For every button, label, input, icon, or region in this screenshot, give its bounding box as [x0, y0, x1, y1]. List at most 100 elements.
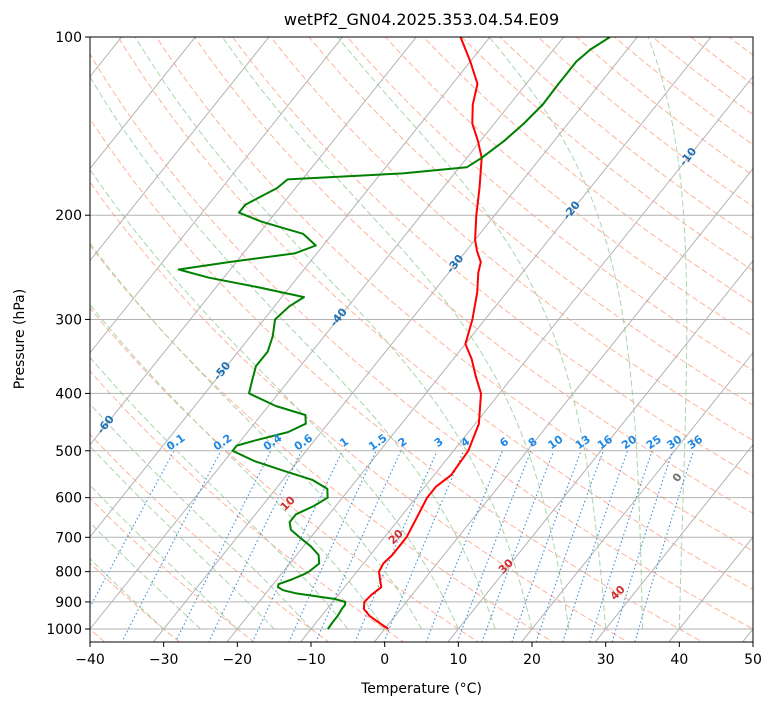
isotherm-label: -60	[94, 413, 117, 437]
dry-adiabat-line	[90, 118, 704, 642]
mixing-ratio-label: 36	[685, 432, 705, 452]
x-tick-label: 0	[380, 652, 389, 668]
isotherm-label: -10	[677, 145, 700, 169]
y-tick-label: 400	[55, 386, 82, 402]
moist-adiabat-line	[134, 37, 533, 630]
mixing-ratio-line	[174, 450, 272, 642]
dry-adiabat-line	[728, 37, 753, 56]
moist-adiabat-line	[90, 242, 422, 630]
mixing-ratio-label: 3	[432, 435, 446, 450]
isotherm-line	[668, 536, 753, 642]
mixing-ratio-label: 30	[664, 432, 684, 452]
y-axis-label: Pressure (hPa)	[12, 289, 28, 389]
dry-adiabat-line	[90, 370, 405, 642]
dry-adiabat-line	[422, 37, 753, 304]
moist-adiabat-line	[90, 356, 349, 630]
dry-adiabat-line	[613, 37, 753, 146]
y-axis: 100 200 300 400 500 600 700 800 900 1000	[46, 30, 90, 638]
dewpoint-profile	[177, 37, 611, 630]
isotherm-label-zero: 0	[670, 470, 685, 484]
x-tick-label: 30	[597, 652, 615, 668]
dry-adiabat-line	[384, 37, 753, 338]
mixing-ratio-label: 16	[595, 432, 615, 452]
isotherm-line	[152, 37, 638, 642]
dry-adiabat-line	[90, 562, 181, 642]
mixing-ratio-label: 1.5	[366, 431, 389, 453]
isotherm-line	[741, 628, 753, 642]
x-tick-label: 10	[449, 652, 467, 668]
dry-adiabat-line	[346, 37, 753, 372]
dry-adiabat-line	[651, 37, 753, 116]
x-tick-label: −40	[75, 652, 105, 668]
y-tick-label: 700	[55, 530, 82, 546]
mixing-ratio-label: 0.2	[211, 431, 234, 453]
dry-adiabat-line	[90, 307, 480, 642]
mixing-ratio-line	[425, 450, 504, 642]
y-tick-label: 100	[55, 30, 82, 46]
moist-adiabat-line	[647, 37, 688, 630]
isotherm-line	[373, 167, 753, 642]
chart-title: wetPf2_GN04.2025.353.04.54.E09	[284, 10, 559, 30]
x-tick-label: −10	[296, 652, 326, 668]
isotherm-label: -70	[0, 448, 15, 472]
dry-adiabat-line	[575, 37, 753, 177]
x-axis-label: Temperature (°C)	[360, 681, 482, 697]
y-tick-label: 800	[55, 565, 82, 581]
isotherm-line	[299, 75, 753, 642]
isotherm-line	[447, 259, 753, 642]
mixing-ratio-line	[288, 450, 377, 642]
x-tick-label: −20	[223, 652, 253, 668]
dry-adiabat-line	[270, 37, 753, 442]
x-tick-label: 20	[523, 652, 541, 668]
dry-adiabat-line	[155, 37, 753, 552]
mixing-ratio-label: 25	[644, 433, 664, 452]
mixing-ratio-label: 10	[546, 432, 566, 452]
profiles	[177, 37, 611, 630]
dry-adiabat-line	[90, 53, 753, 630]
isotherm-line	[90, 37, 491, 538]
x-tick-label: 40	[670, 652, 688, 668]
moist-adiabat-line	[90, 168, 459, 630]
plot-frame	[89, 36, 754, 643]
dry-adiabat-line	[90, 244, 554, 642]
isotherm-line	[90, 37, 417, 446]
moist-adiabat-line	[90, 445, 275, 630]
x-axis: −40 −30 −20 −10 0 10 20 30 40 50	[75, 642, 762, 668]
y-tick-label: 500	[55, 444, 82, 460]
moist-adiabat-line	[90, 75, 496, 630]
dry-adiabat-line	[690, 37, 753, 86]
theta-label: 20	[386, 527, 406, 547]
isotherm-line	[594, 444, 753, 642]
moist-adiabat-line	[90, 303, 386, 630]
mixing-ratio-label: 2	[396, 435, 410, 450]
isotherm-line	[90, 37, 565, 630]
moist-adiabat-line	[336, 37, 607, 630]
y-tick-label: 300	[55, 312, 82, 328]
mixing-ratio-line	[383, 450, 465, 642]
isotherm-line	[90, 37, 344, 354]
y-tick-label: 900	[55, 595, 82, 611]
isotherm-line	[90, 37, 196, 170]
y-tick-label: 1000	[46, 622, 82, 638]
mixing-ratio-label: 0.6	[292, 431, 316, 453]
theta-label: 10	[278, 493, 298, 513]
dry-adiabat-line	[90, 497, 255, 642]
moist-adiabat-line	[90, 557, 165, 630]
y-tick-label: 200	[55, 208, 82, 224]
dry-adiabat-line	[117, 37, 753, 591]
background-lines	[90, 37, 753, 642]
mixing-ratio-label: 0.1	[164, 431, 187, 453]
moist-adiabat-line	[221, 37, 570, 630]
isotherm-line	[90, 37, 270, 262]
moist-adiabat-line	[90, 403, 312, 630]
x-tick-label: −30	[149, 652, 179, 668]
isotherm-line	[226, 37, 712, 642]
mixing-ratio-line	[208, 450, 303, 642]
dry-adiabat-line	[90, 181, 629, 642]
moist-adiabat-line	[488, 37, 643, 629]
mixing-ratio-label: 1	[337, 435, 351, 450]
contour-labels: -100-90-80-70-60-50-40-30-20-1000.10.20.…	[0, 145, 705, 603]
dry-adiabat-line	[193, 37, 753, 514]
x-tick-label: 50	[744, 652, 762, 668]
